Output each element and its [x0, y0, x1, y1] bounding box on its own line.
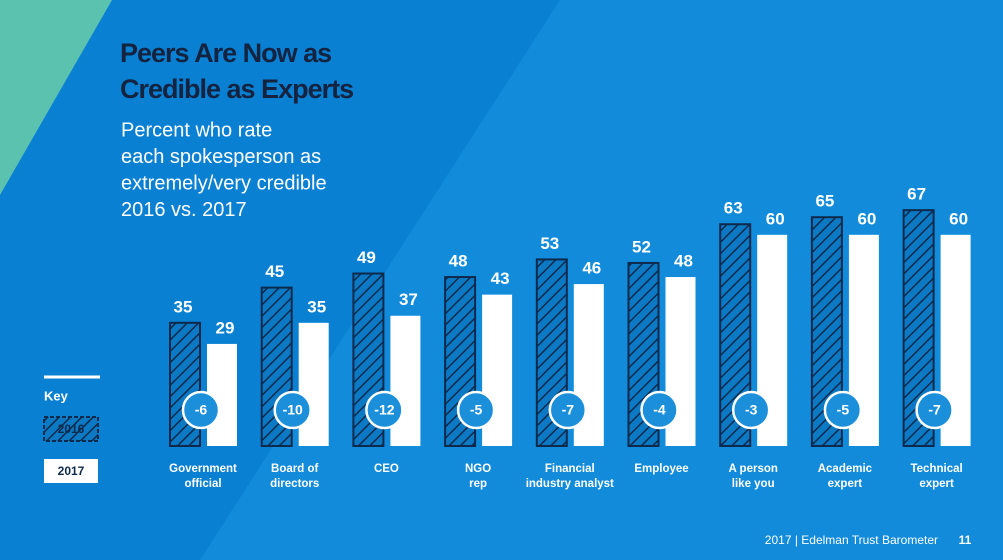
corner-shape: [0, 0, 112, 195]
x-tick-label: official: [184, 478, 221, 490]
x-tick-label: like you: [732, 478, 775, 490]
difference-badge: [456, 390, 496, 430]
value-label: 49: [357, 248, 376, 267]
chart-subtitle: 2016 vs. 2017: [121, 199, 247, 221]
x-tick-label: A person: [728, 463, 777, 475]
legend-swatch: [43, 416, 99, 442]
difference-label: -7: [562, 402, 575, 418]
difference-badge: [731, 390, 771, 430]
x-tick-label: NGO: [465, 463, 491, 475]
difference-badge: [548, 390, 588, 430]
value-label: 52: [632, 237, 651, 256]
chart-subtitle: each spokesperson as: [121, 146, 321, 168]
x-tick-label: CEO: [374, 463, 399, 475]
x-tick-label: directors: [270, 478, 319, 490]
difference-label: -5: [470, 402, 483, 418]
x-tick-label: Government: [169, 463, 237, 475]
value-label: 48: [449, 252, 468, 271]
difference-label: -3: [745, 402, 758, 418]
value-label: 60: [857, 209, 876, 228]
value-label: 48: [674, 252, 693, 271]
difference-label: -6: [195, 402, 208, 418]
titles: Peers Are Now as Credible as Experts Perce…: [120, 38, 354, 221]
value-label: 43: [491, 269, 510, 288]
x-tick-label: expert: [828, 478, 863, 490]
x-tick-label: Board of: [271, 463, 318, 475]
legend: Key 2016 2017: [43, 375, 100, 483]
chart-title: Peers Are Now as: [120, 38, 331, 68]
value-label: 46: [582, 259, 601, 278]
difference-label: -7: [928, 402, 941, 418]
value-label: 37: [399, 290, 418, 309]
x-tick-label: Employee: [634, 463, 688, 475]
chart-subtitle: Percent who rate: [121, 119, 272, 141]
x-tick-label: Technical: [910, 463, 962, 475]
value-label: 35: [307, 297, 326, 316]
difference-label: -4: [653, 402, 666, 418]
chart-subtitle: extremely/very credible: [121, 172, 327, 194]
difference-label: -12: [374, 402, 394, 418]
legend-swatch: [44, 459, 98, 483]
value-label: 60: [766, 209, 785, 228]
value-label: 45: [265, 262, 284, 281]
legend-title: Key: [44, 388, 69, 403]
difference-label: -10: [283, 402, 303, 418]
value-label: 67: [907, 185, 926, 204]
plot: 35 29 -6 Government official 45 35 -10 Board of d…: [169, 185, 971, 490]
difference-badge: [915, 390, 954, 430]
footer: 2017 | Edelman Trust Barometer: [765, 533, 938, 547]
difference-label: -5: [837, 402, 850, 418]
value-label: 65: [815, 192, 834, 211]
legend-label: 2017: [58, 464, 85, 478]
x-tick-label: Financial: [545, 463, 595, 475]
x-tick-label: rep: [469, 478, 487, 490]
bar-2017: [298, 322, 329, 446]
value-label: 29: [216, 318, 235, 337]
difference-badge: [365, 390, 404, 430]
x-tick-label: expert: [919, 478, 954, 490]
legend-label: 2016: [58, 422, 85, 436]
value-label: 60: [949, 209, 968, 228]
difference-badge: [181, 390, 221, 430]
difference-badge: [273, 390, 312, 430]
x-tick-label: industry analyst: [526, 478, 614, 490]
value-label: 53: [540, 234, 559, 253]
value-label: 63: [724, 199, 743, 218]
page-number: 11: [959, 533, 972, 547]
x-tick-label: Academic: [818, 463, 873, 475]
value-label: 35: [174, 297, 193, 316]
difference-badge: [640, 390, 679, 430]
chart-title: Credible as Experts: [120, 74, 353, 104]
bar-2017: [390, 315, 421, 446]
difference-badge: [823, 390, 863, 430]
